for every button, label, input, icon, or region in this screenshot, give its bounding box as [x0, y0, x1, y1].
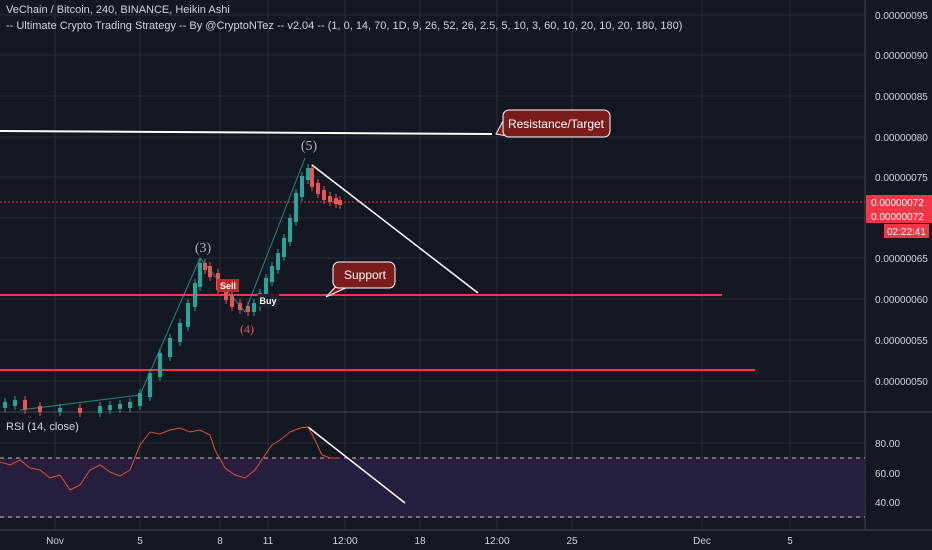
candle-body [208, 266, 212, 277]
candle-body [98, 406, 102, 413]
candle-body [334, 198, 338, 204]
price-trendline [311, 164, 479, 294]
candle-body [78, 408, 82, 413]
candle-body [3, 402, 7, 408]
candle-body [198, 263, 202, 287]
price-tick-label: 0.00000055 [875, 336, 928, 347]
rsi-tick-label: 60.00 [875, 469, 900, 480]
candle-body [158, 353, 162, 377]
time-tick-label: 11 [263, 536, 274, 547]
current-price-tag-2 [866, 209, 932, 223]
candle-body [168, 338, 172, 357]
countdown-tag-text: 02:22:41 [887, 227, 926, 238]
candle-body [23, 400, 27, 410]
price-tick-label: 0.00000085 [875, 92, 928, 103]
candle-body [322, 190, 326, 200]
support-callout [325, 261, 396, 298]
candle-body [264, 278, 268, 297]
rsi-band [0, 458, 865, 518]
sell-marker-label: Sell [220, 281, 236, 291]
buy-marker [258, 294, 279, 307]
candle-body [148, 373, 152, 397]
time-tick-label: 12:00 [332, 536, 357, 547]
candle-body [13, 400, 17, 406]
price-tick-label: 0.00000060 [875, 295, 928, 306]
time-tick-label: 18 [414, 536, 426, 547]
candle-body [118, 404, 122, 409]
candle-body [108, 405, 112, 410]
candle-body [38, 406, 42, 412]
time-tick-label: 5 [137, 536, 143, 547]
candles [3, 164, 342, 417]
candle-body [138, 393, 142, 406]
rsi-axis: 80.00 60.00 40.00 [875, 439, 900, 509]
price-tick-label: 0.00000090 [875, 51, 928, 62]
price-tick-label: 0.00000095 [875, 11, 928, 22]
rsi-trendline [307, 426, 406, 504]
wave-4-label: (4) [240, 322, 254, 336]
candle-body [294, 193, 298, 222]
grid [0, 0, 865, 530]
candle-body [58, 408, 62, 412]
sell-marker [217, 279, 239, 292]
candle-body [306, 168, 310, 180]
resistance-callout [495, 109, 611, 138]
candle-body [328, 196, 332, 202]
time-tick-label: Nov [46, 536, 64, 547]
candle-body [300, 176, 304, 197]
rsi-title: RSI (14, close) [6, 421, 79, 433]
current-price-tag-text: 0.00000072 [871, 198, 924, 209]
rsi-tick-label: 40.00 [875, 498, 900, 509]
indicator-title: -- Ultimate Crypto Trading Strategy -- B… [6, 20, 683, 32]
wave-3-label: (3) [195, 241, 212, 256]
candle-body [246, 306, 250, 312]
candle-body [128, 402, 132, 408]
time-tick-label: 5 [787, 536, 793, 547]
rsi-tick-label: 80.00 [875, 439, 900, 450]
candle-body [338, 200, 342, 205]
candle-body [193, 283, 197, 307]
time-tick-label: 12:00 [484, 536, 509, 547]
countdown-tag [884, 224, 929, 238]
time-tick-label: 8 [217, 536, 223, 547]
support-callout-label: Support [344, 268, 387, 282]
candle-body [178, 323, 182, 342]
time-tick-label: Dec [693, 536, 711, 547]
time-axis: Nov 5 8 11 12:00 18 12:00 25 Dec 5 [46, 536, 793, 547]
time-tick-label: 25 [566, 536, 578, 547]
candle-body [288, 218, 292, 242]
price-tick-label: 0.00000050 [875, 377, 928, 388]
candle-body [224, 286, 228, 300]
price-tick-label: 0.00000075 [875, 173, 928, 184]
current-price-tag-2-text: 0.00000072 [871, 212, 924, 223]
buy-marker-label: Buy [259, 296, 276, 306]
candle-body [270, 266, 274, 282]
candle-body [276, 253, 280, 270]
price-tick-label: 0.00000065 [875, 254, 928, 265]
wave-5-label: (5) [301, 139, 318, 154]
resistance-callout-label: Resistance/Target [508, 117, 605, 131]
price-tick-label: 0.00000080 [875, 133, 928, 144]
candle-body [252, 303, 256, 312]
current-price-tag [866, 195, 932, 209]
wave-line [19, 157, 306, 411]
candle-body [316, 183, 320, 194]
candle-body [203, 263, 207, 270]
candle-body [186, 303, 190, 327]
resistance-line [0, 130, 493, 135]
candle-body [282, 238, 286, 257]
chart-title: VeChain / Bitcoin, 240, BINANCE, Heikin … [6, 4, 230, 16]
rsi-line [0, 426, 340, 491]
candle-body [310, 168, 314, 187]
candle-body [230, 296, 234, 307]
